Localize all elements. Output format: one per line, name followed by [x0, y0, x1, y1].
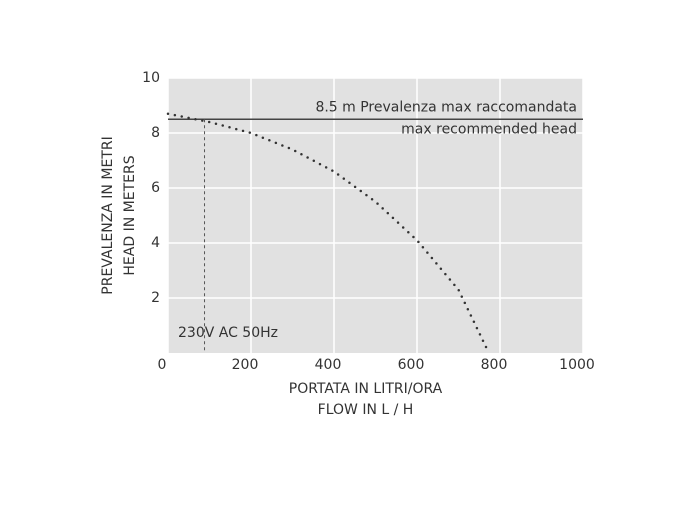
- y-axis-label: HEAD IN METERS: [122, 155, 138, 275]
- x-tick-label: 200: [232, 357, 259, 373]
- y-tick-label: 10: [142, 70, 160, 86]
- y-tick-label: 6: [151, 180, 160, 196]
- y-tick-label: 4: [151, 235, 160, 251]
- x-axis-label: PORTATA IN LITRI/ORA: [289, 381, 443, 397]
- reference-label: max recommended head: [401, 121, 577, 137]
- curve: [166, 112, 489, 352]
- plot-background: [168, 78, 583, 353]
- x-tick-label: 800: [481, 357, 508, 373]
- y-tick-label: 2: [151, 290, 160, 306]
- y-tick-label: 8: [151, 125, 160, 141]
- reference-label: 8.5 m Prevalenza max raccomandata: [315, 99, 577, 115]
- series-label: 230V AC 50Hz: [178, 325, 278, 341]
- x-tick-label: 1000: [559, 357, 595, 373]
- x-tick-label: 0: [158, 357, 167, 373]
- x-tick-label: 400: [315, 357, 342, 373]
- x-axis-label: FLOW IN L / H: [318, 402, 414, 418]
- x-tick-label: 600: [398, 357, 425, 373]
- y-axis-label: PREVALENZA IN METRI: [100, 136, 116, 294]
